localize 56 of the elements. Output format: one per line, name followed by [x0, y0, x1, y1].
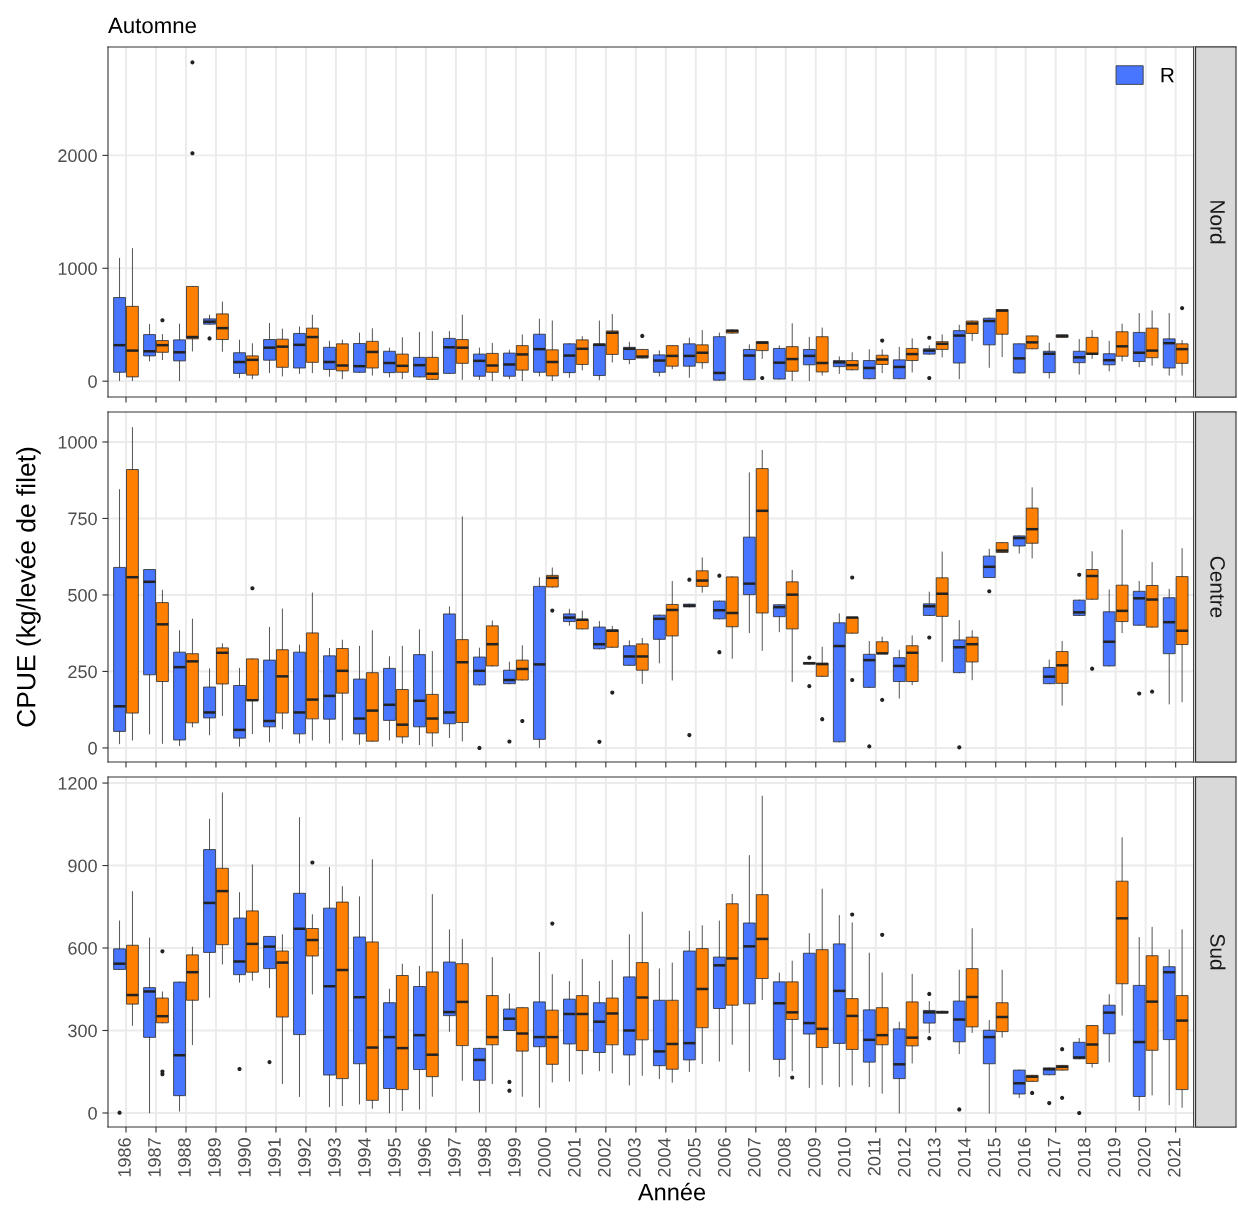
- x-tick-label: 1999: [507, 1138, 521, 1177]
- x-tick-label: 1998: [477, 1138, 491, 1177]
- x-tick-label: 2020: [1137, 1138, 1151, 1177]
- x-tick-label: 2005: [687, 1138, 701, 1177]
- x-tick-label: 2021: [1167, 1138, 1181, 1177]
- x-tick-label: 2000: [537, 1138, 551, 1177]
- y-tick-label: 1000: [58, 435, 97, 449]
- y-tick-label: 1200: [58, 776, 97, 790]
- x-tick-label: 2010: [837, 1138, 851, 1177]
- x-tick-label: 2012: [897, 1138, 911, 1177]
- text: Centre: [1210, 556, 1225, 618]
- y-axis-title: CPUE (kg/levée de filet): [15, 447, 41, 727]
- x-tick-label: 1997: [447, 1138, 461, 1177]
- x-tick-label: 2019: [1107, 1138, 1121, 1177]
- y-tick-label: 0: [88, 375, 97, 388]
- legend-label: R: [1161, 67, 1174, 83]
- x-tick-label: 2015: [987, 1138, 1001, 1177]
- x-tick-label: 1996: [417, 1138, 431, 1177]
- x-tick-label: 1995: [387, 1138, 401, 1177]
- x-tick-label: 2011: [867, 1138, 881, 1176]
- x-tick-label: 2006: [717, 1138, 731, 1177]
- y-tick-label: 900: [68, 859, 97, 873]
- y-tick-label: 250: [68, 665, 97, 679]
- x-tick-label: 1993: [327, 1138, 341, 1177]
- x-tick-label: 2001: [567, 1138, 581, 1177]
- chart-title: Automne: [108, 17, 196, 34]
- x-tick-label: 1988: [178, 1138, 191, 1177]
- x-tick-label: 2018: [1077, 1138, 1091, 1177]
- x-tick-label: 2009: [807, 1138, 821, 1177]
- x-axis-title: Année: [637, 1182, 706, 1201]
- x-tick-label: 1992: [298, 1138, 311, 1177]
- x-tick-label: 1989: [208, 1138, 221, 1177]
- x-tick-label: 1990: [238, 1138, 251, 1177]
- x-tick-label: 2016: [1017, 1138, 1031, 1177]
- y-tick-label: 0: [88, 1106, 97, 1120]
- y-tick-label: 0: [88, 741, 97, 755]
- x-tick-label: 2004: [657, 1137, 671, 1177]
- x-tick-label: 2014: [957, 1137, 971, 1177]
- x-tick-label: 1991: [268, 1138, 281, 1177]
- y-tick-label: 500: [68, 588, 97, 602]
- x-tick-label: 1986: [118, 1138, 131, 1177]
- x-tick-label: 1994: [357, 1137, 371, 1177]
- x-tick-label: 2017: [1047, 1138, 1061, 1177]
- text: Nord: [1210, 201, 1226, 244]
- x-tick-label: 1987: [148, 1138, 161, 1177]
- x-tick-label: 2013: [927, 1138, 941, 1177]
- y-tick-label: 600: [68, 941, 97, 955]
- y-tick-label: 1000: [58, 262, 97, 276]
- x-tick-label: 2003: [627, 1138, 641, 1177]
- y-tick-label: 750: [68, 512, 97, 526]
- x-tick-label: 2008: [777, 1138, 791, 1177]
- text: Sud: [1210, 934, 1226, 970]
- x-tick-label: 2002: [597, 1138, 611, 1177]
- y-tick-label: 300: [68, 1024, 97, 1038]
- y-tick-label: 2000: [58, 149, 97, 163]
- x-tick-label: 2007: [747, 1138, 761, 1177]
